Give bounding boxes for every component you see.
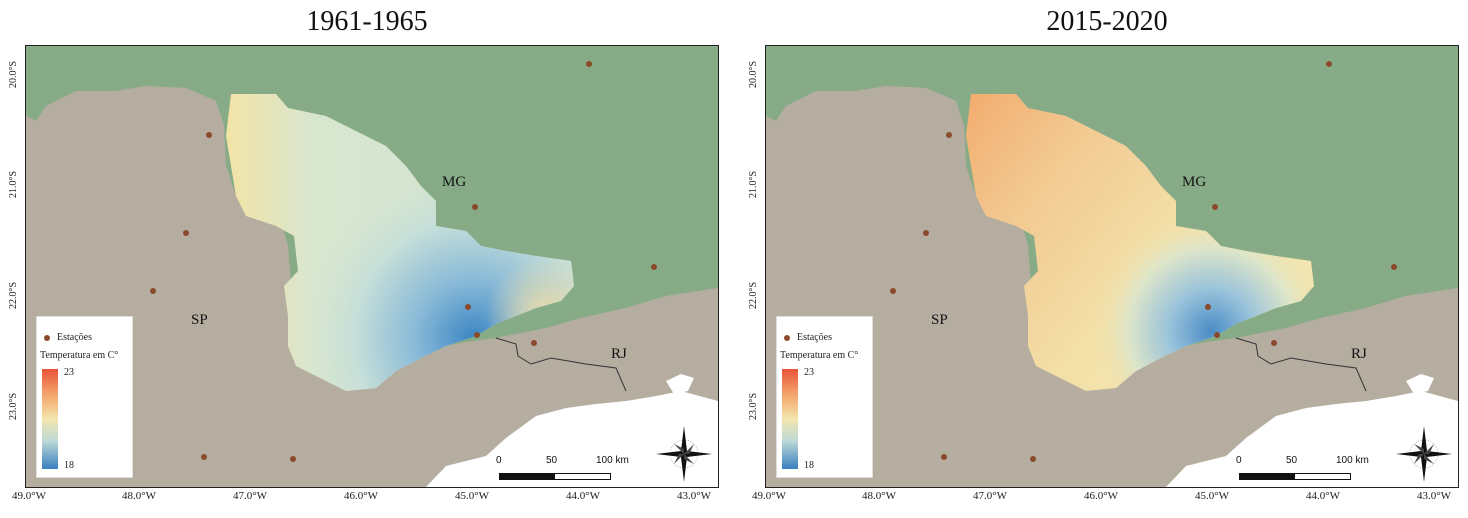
station-point: [531, 340, 537, 346]
state-label-mg: MG: [1182, 174, 1207, 190]
legend-stations-label: Estações: [797, 332, 832, 343]
map-canvas: [766, 46, 1458, 487]
station-point: [1214, 332, 1220, 338]
map-frame: MG SP RJ Estações Temperatura em C° 23 1…: [765, 45, 1459, 488]
station-point: [1271, 340, 1277, 346]
scale-label-100: 100 km: [596, 455, 629, 466]
station-point: [183, 230, 189, 236]
lon-tick-label: 48.0°W: [121, 490, 157, 502]
sp-rj-land: [766, 86, 1458, 487]
panel-title: 2015-2020: [1046, 6, 1168, 37]
scale-label-0: 0: [1236, 455, 1242, 466]
station-point: [1205, 304, 1211, 310]
station-dot-icon: [784, 334, 790, 341]
scale-label-50: 50: [546, 455, 558, 466]
station-point: [1212, 204, 1218, 210]
legend-stations: Estações: [44, 332, 92, 343]
lon-tick-label: 45.0°W: [454, 490, 490, 502]
lat-tick-label: 23.0°S: [748, 392, 759, 420]
legend-max: 23: [804, 367, 814, 378]
lon-tick-label: 43.0°W: [1416, 490, 1452, 502]
state-label-rj: RJ: [611, 346, 627, 362]
station-point: [150, 288, 156, 294]
station-point: [465, 304, 471, 310]
lat-tick-label: 21.0°S: [748, 170, 759, 198]
north-arrow-icon: [1396, 426, 1452, 482]
state-label-sp: SP: [191, 312, 208, 328]
lon-tick-label: 46.0°W: [343, 490, 379, 502]
state-label-rj: RJ: [1351, 346, 1367, 362]
lat-tick-label: 20.0°S: [8, 60, 19, 88]
station-point: [923, 230, 929, 236]
legend-title: Temperatura em C°: [780, 350, 859, 361]
map-frame: MG SP RJ Estações Temperatura em C° 23 1…: [25, 45, 719, 488]
lon-tick-label: 46.0°W: [1083, 490, 1119, 502]
station-point: [474, 332, 480, 338]
station-dot-icon: [44, 334, 50, 341]
lat-tick-label: 20.0°S: [748, 60, 759, 88]
lon-tick-label: 47.0°W: [972, 490, 1008, 502]
station-point: [941, 454, 947, 460]
lon-tick-label: 44.0°W: [1305, 490, 1341, 502]
scale-bar: 0 50 100 km: [496, 451, 629, 481]
lon-tick-label: 48.0°W: [861, 490, 897, 502]
station-point: [472, 204, 478, 210]
scale-bar: 0 50 100 km: [1236, 451, 1369, 481]
temperature-colorbar: [42, 369, 58, 469]
stations: [890, 61, 1397, 462]
map-canvas: [26, 46, 718, 487]
state-label-mg: MG: [442, 174, 467, 190]
scale-label-50: 50: [1286, 455, 1298, 466]
station-point: [201, 454, 207, 460]
ocean: [1166, 391, 1458, 487]
lon-tick-label: 49.0°W: [11, 490, 47, 502]
legend-min: 18: [804, 460, 814, 471]
scale-label-100: 100 km: [1336, 455, 1369, 466]
station-point: [586, 61, 592, 67]
temperature-colorbar: [782, 369, 798, 469]
scale-label-0: 0: [496, 455, 502, 466]
lon-tick-label: 45.0°W: [1194, 490, 1230, 502]
station-point: [290, 456, 296, 462]
state-label-sp: SP: [931, 312, 948, 328]
map-panel-2015-2020: 2015-2020: [740, 0, 1468, 518]
lon-tick-label: 43.0°W: [676, 490, 712, 502]
panel-title: 1961-1965: [306, 6, 428, 37]
station-point: [206, 132, 212, 138]
station-point: [651, 264, 657, 270]
legend-min: 18: [64, 460, 74, 471]
lat-tick-label: 23.0°S: [8, 392, 19, 420]
station-point: [1391, 264, 1397, 270]
scale-bar-graphic: [499, 473, 611, 480]
legend: Estações Temperatura em C° 23 18: [776, 316, 873, 478]
stations: [150, 61, 657, 462]
north-arrow-icon: [656, 426, 712, 482]
station-point: [890, 288, 896, 294]
state-border: [1235, 337, 1367, 392]
sp-rj-land: [26, 86, 718, 487]
temperature-surface: [226, 94, 574, 391]
temperature-surface: [966, 94, 1314, 391]
legend-stations: Estações: [784, 332, 832, 343]
map-panel-1961-1965: 1961-1965: [8, 6, 719, 502]
ocean: [426, 391, 718, 487]
lat-tick-label: 21.0°S: [8, 170, 19, 198]
station-point: [946, 132, 952, 138]
lon-tick-label: 49.0°W: [751, 490, 787, 502]
station-point: [1326, 61, 1332, 67]
legend-max: 23: [64, 367, 74, 378]
state-border: [495, 337, 627, 392]
legend: Estações Temperatura em C° 23 18: [36, 316, 133, 478]
lon-tick-label: 47.0°W: [232, 490, 268, 502]
lat-tick-label: 22.0°S: [748, 281, 759, 309]
scale-bar-graphic: [1239, 473, 1351, 480]
legend-stations-label: Estações: [57, 332, 92, 343]
legend-title: Temperatura em C°: [40, 350, 119, 361]
island: [1406, 374, 1434, 394]
island: [666, 374, 694, 394]
lon-tick-label: 44.0°W: [565, 490, 601, 502]
station-point: [1030, 456, 1036, 462]
lat-tick-label: 22.0°S: [8, 281, 19, 309]
